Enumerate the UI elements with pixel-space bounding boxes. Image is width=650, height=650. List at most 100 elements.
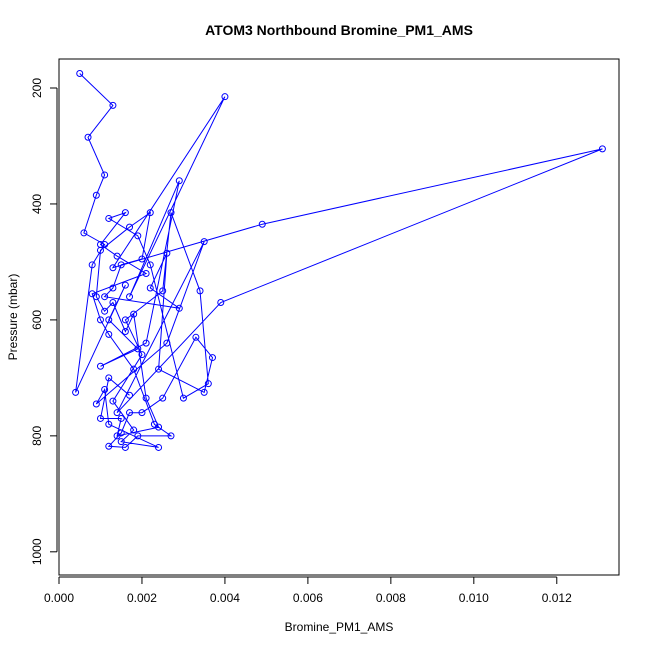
data-point <box>200 388 208 396</box>
data-point <box>76 69 84 77</box>
data-point <box>138 409 146 417</box>
chart-title: ATOM3 Northbound Bromine_PM1_AMS <box>205 22 473 38</box>
data-point <box>142 339 150 347</box>
data-point <box>167 209 175 217</box>
data-point <box>92 293 100 301</box>
data-point <box>146 209 154 217</box>
data-point <box>142 394 150 402</box>
data-point <box>126 409 134 417</box>
data-point <box>163 339 171 347</box>
data-point <box>200 238 208 246</box>
plot-frame <box>58 58 620 576</box>
data-point <box>121 443 129 451</box>
data-point <box>113 409 121 417</box>
y-tick-label: 200 <box>30 78 44 98</box>
data-point <box>196 287 204 295</box>
data-point <box>175 177 183 185</box>
data-point <box>117 261 125 269</box>
data-point <box>96 246 104 254</box>
x-tick-label: 0.010 <box>459 591 489 605</box>
data-point <box>192 333 200 341</box>
data-point <box>167 432 175 440</box>
data-point <box>101 385 109 393</box>
y-tick-label: 600 <box>30 310 44 330</box>
data-point <box>155 423 163 431</box>
data-point <box>109 397 117 405</box>
data-point <box>96 414 104 422</box>
data-point <box>96 362 104 370</box>
data-point <box>80 229 88 237</box>
data-point <box>598 145 606 153</box>
data-point <box>208 354 216 362</box>
x-tick-label: 0.000 <box>44 591 74 605</box>
data-point <box>121 209 129 217</box>
data-point <box>117 414 125 422</box>
x-tick-label: 0.008 <box>376 591 406 605</box>
data-point <box>121 316 129 324</box>
data-point <box>221 93 229 101</box>
data-point <box>105 330 113 338</box>
data-point <box>101 171 109 179</box>
data-point <box>105 442 113 450</box>
y-tick-label: 400 <box>30 194 44 214</box>
data-point <box>159 394 167 402</box>
x-tick-label: 0.012 <box>542 591 572 605</box>
data-point <box>109 264 117 272</box>
data-point <box>105 316 113 324</box>
data-point <box>121 281 129 289</box>
x-axis-label: Bromine_PM1_AMS <box>285 620 394 634</box>
data-point <box>109 299 117 307</box>
y-tick-label: 800 <box>30 426 44 446</box>
data-point <box>142 270 150 278</box>
data-point <box>175 304 183 312</box>
data-point <box>155 443 163 451</box>
series-line <box>75 73 603 448</box>
x-axis: 0.000 0.002 0.004 0.006 0.008 0.010 0.012 <box>44 576 572 605</box>
data-point <box>126 293 134 301</box>
data-point <box>204 380 212 388</box>
x-tick-label: 0.004 <box>210 591 240 605</box>
y-axis-label: Pressure (mbar) <box>6 274 20 361</box>
data-point <box>117 438 125 446</box>
data-point <box>126 391 134 399</box>
data-point <box>92 191 100 199</box>
y-tick-label: 1000 <box>30 538 44 565</box>
data-point <box>126 223 134 231</box>
data-point <box>72 388 80 396</box>
x-tick-label: 0.006 <box>293 591 323 605</box>
data-point <box>217 299 225 307</box>
data-point <box>163 249 171 257</box>
series-lines <box>75 73 603 448</box>
data-point <box>105 214 113 222</box>
data-point <box>101 293 109 301</box>
data-point <box>96 316 104 324</box>
data-point <box>134 432 142 440</box>
data-point <box>179 394 187 402</box>
series-points <box>72 69 606 451</box>
data-point <box>113 252 121 260</box>
data-point <box>134 232 142 240</box>
data-point <box>134 345 142 353</box>
data-point <box>138 351 146 359</box>
data-point <box>92 400 100 408</box>
data-point <box>105 374 113 382</box>
data-point <box>105 420 113 428</box>
data-point <box>84 133 92 141</box>
data-point <box>88 261 96 269</box>
data-point <box>138 255 146 263</box>
x-tick-label: 0.002 <box>127 591 157 605</box>
data-point <box>109 284 117 292</box>
data-point <box>146 284 154 292</box>
data-point <box>155 365 163 373</box>
data-point <box>109 101 117 109</box>
data-point <box>130 426 138 434</box>
data-point <box>146 261 154 269</box>
data-point <box>130 310 138 318</box>
data-point <box>258 220 266 228</box>
data-point <box>101 241 109 249</box>
data-point <box>101 307 109 315</box>
data-point <box>113 432 121 440</box>
data-point <box>159 287 167 295</box>
data-point <box>130 365 138 373</box>
